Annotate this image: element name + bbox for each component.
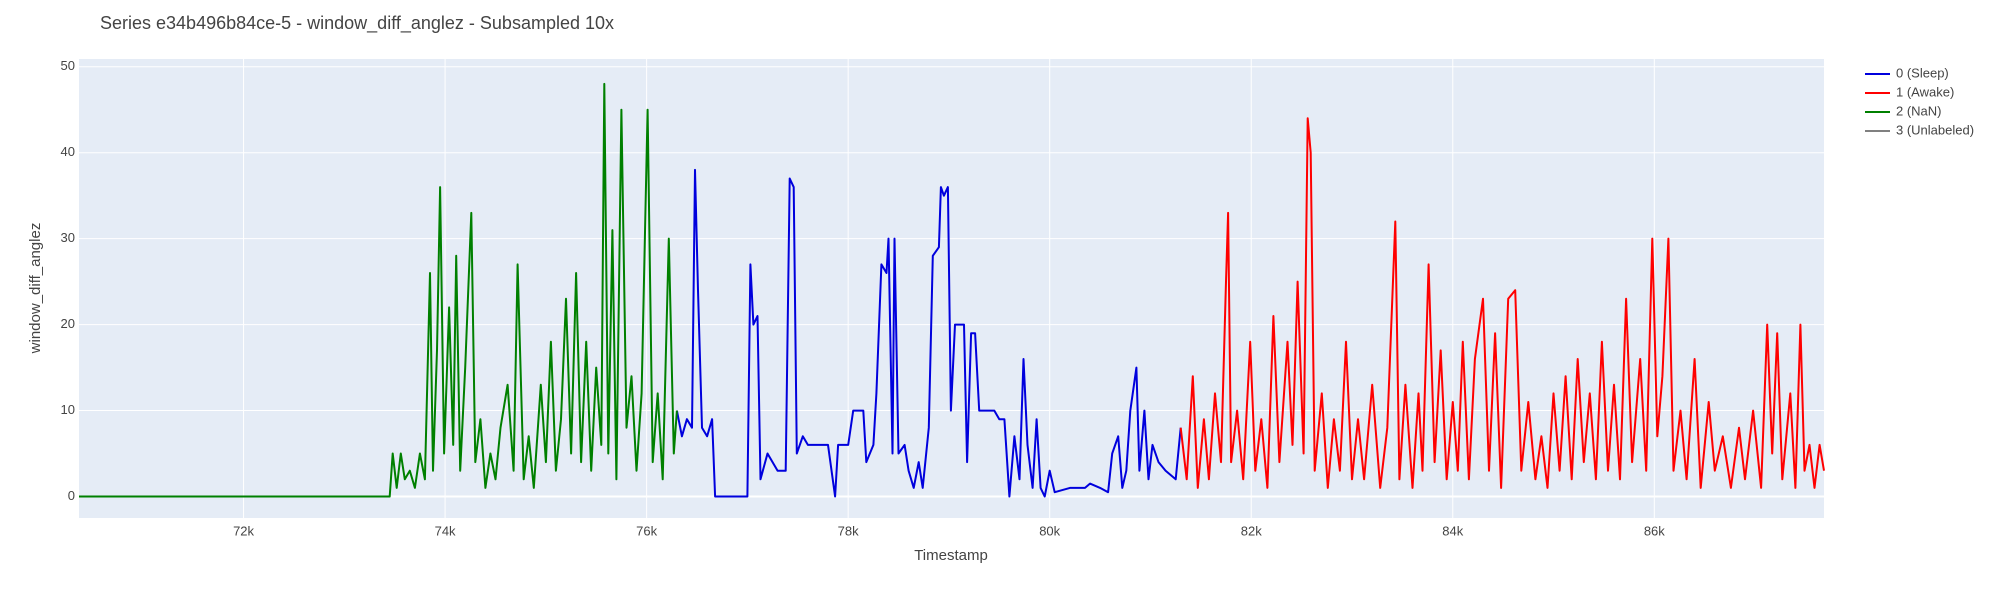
y-tick-label: 30 <box>61 230 75 245</box>
series-line <box>79 82 678 498</box>
y-tick-label: 40 <box>61 144 75 159</box>
x-tick-label: 80k <box>1039 523 1060 538</box>
legend-label[interactable]: 2 (NaN) <box>1896 103 1942 118</box>
series-line <box>675 168 1182 498</box>
y-tick-label: 50 <box>61 58 75 73</box>
x-tick-label: 86k <box>1644 523 1665 538</box>
legend-label[interactable]: 3 (Unlabeled) <box>1896 122 1974 137</box>
y-tick-label: 0 <box>68 488 75 503</box>
x-tick-label: 74k <box>435 523 456 538</box>
x-tick-label: 78k <box>838 523 859 538</box>
legend-label[interactable]: 1 (Awake) <box>1896 84 1954 99</box>
x-tick-label: 82k <box>1241 523 1262 538</box>
x-tick-label: 72k <box>233 523 254 538</box>
legend: 0 (Sleep) 1 (Awake) 2 (NaN) 3 (Unlabeled) <box>1865 65 1974 137</box>
x-tick-label: 76k <box>636 523 657 538</box>
lines <box>79 82 1825 498</box>
plot-background <box>79 59 1824 518</box>
y-tick-label: 20 <box>61 316 75 331</box>
y-tick-label: 10 <box>61 402 75 417</box>
chart-title: Series e34b496b84ce-5 - window_diff_angl… <box>100 13 614 34</box>
legend-label[interactable]: 0 (Sleep) <box>1896 65 1949 80</box>
x-tick-label: 84k <box>1442 523 1463 538</box>
y-axis-title: window_diff_anglez <box>27 223 44 355</box>
series-line <box>1179 117 1825 489</box>
x-axis-title: Timestamp <box>914 547 988 564</box>
